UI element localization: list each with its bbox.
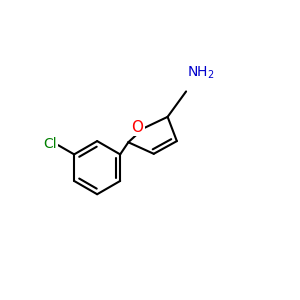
Text: NH$_2$: NH$_2$ (187, 64, 215, 81)
Text: O: O (132, 120, 144, 135)
Text: Cl: Cl (44, 137, 57, 151)
